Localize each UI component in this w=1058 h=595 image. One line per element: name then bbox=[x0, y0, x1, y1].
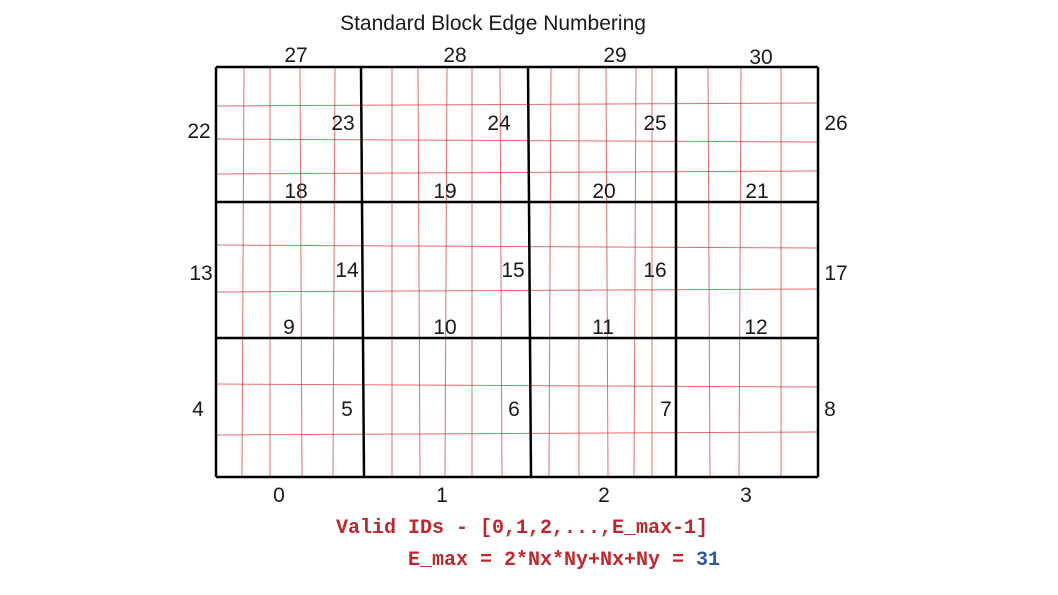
fine-grid-line bbox=[215, 244, 819, 249]
interior-vertical-edge-label: 25 bbox=[643, 112, 666, 135]
left-edge-label: 4 bbox=[192, 398, 204, 421]
fine-grid-line bbox=[215, 288, 819, 293]
block-grid-line bbox=[526, 66, 533, 478]
interior-horizontal-edge-label: 18 bbox=[284, 180, 307, 203]
bottom-block-id: 1 bbox=[436, 484, 448, 507]
interior-vertical-edge-label: 5 bbox=[341, 398, 353, 421]
interior-vertical-edge-label: 23 bbox=[331, 112, 354, 135]
fine-grid-line bbox=[215, 138, 819, 143]
emax-formula: E_max = 2*Nx*Ny+Nx+Ny = 31 bbox=[408, 549, 720, 572]
fine-grid-line bbox=[738, 66, 742, 478]
fine-grid-line bbox=[241, 66, 245, 478]
interior-vertical-edge-label: 15 bbox=[501, 259, 524, 282]
right-edge-label: 17 bbox=[824, 262, 847, 285]
fine-grid-line bbox=[215, 170, 819, 175]
interior-horizontal-edge-label: 20 bbox=[592, 180, 615, 203]
fine-grid-line bbox=[215, 102, 819, 107]
fine-grid-line bbox=[215, 431, 819, 436]
fine-grid-lines bbox=[215, 66, 819, 478]
bottom-block-id: 2 bbox=[598, 484, 610, 507]
interior-vertical-edge-label: 16 bbox=[643, 259, 666, 282]
block-grid-line bbox=[359, 66, 366, 478]
fine-grid-line bbox=[215, 383, 819, 388]
bottom-block-id: 0 bbox=[273, 484, 285, 507]
block-grid-lines bbox=[214, 65, 820, 479]
bottom-block-id: 3 bbox=[740, 484, 752, 507]
fine-grid-line bbox=[605, 66, 609, 478]
top-edge-label: 28 bbox=[443, 44, 466, 67]
valid-ids-formula: Valid IDs - [0,1,2,...,E_max-1] bbox=[336, 517, 708, 540]
right-edge-label: 26 bbox=[824, 112, 847, 135]
interior-horizontal-edge-label: 11 bbox=[592, 316, 614, 339]
interior-horizontal-edge-label: 12 bbox=[744, 316, 767, 339]
diagram-title: Standard Block Edge Numbering bbox=[340, 12, 646, 35]
emax-expression: E_max = 2*Nx*Ny+Nx+Ny = bbox=[408, 549, 696, 572]
interior-vertical-edge-label: 7 bbox=[660, 398, 672, 421]
interior-vertical-edge-label: 6 bbox=[508, 398, 520, 421]
top-edge-label: 27 bbox=[284, 44, 307, 67]
top-edge-label: 30 bbox=[749, 46, 772, 69]
fine-grid-line bbox=[299, 66, 303, 478]
interior-vertical-edge-label: 14 bbox=[335, 259, 359, 282]
emax-value: 31 bbox=[696, 549, 720, 572]
top-edge-label: 29 bbox=[603, 44, 626, 67]
right-edge-label: 8 bbox=[824, 398, 836, 421]
interior-horizontal-edge-label: 19 bbox=[433, 180, 456, 203]
left-edge-label: 22 bbox=[187, 120, 210, 143]
fine-grid-line bbox=[707, 66, 711, 478]
interior-vertical-edge-label: 24 bbox=[487, 112, 511, 135]
fine-grid-line bbox=[332, 66, 336, 478]
interior-horizontal-edge-label: 9 bbox=[283, 316, 295, 339]
fine-grid-line bbox=[444, 66, 448, 478]
fine-grid-line bbox=[633, 66, 637, 478]
interior-horizontal-edge-label: 21 bbox=[745, 180, 768, 203]
left-edge-label: 13 bbox=[189, 262, 212, 285]
fine-grid-line bbox=[417, 66, 421, 478]
fine-grid-line bbox=[499, 66, 503, 478]
interior-horizontal-edge-label: 10 bbox=[433, 316, 456, 339]
fine-grid-line bbox=[548, 66, 552, 478]
